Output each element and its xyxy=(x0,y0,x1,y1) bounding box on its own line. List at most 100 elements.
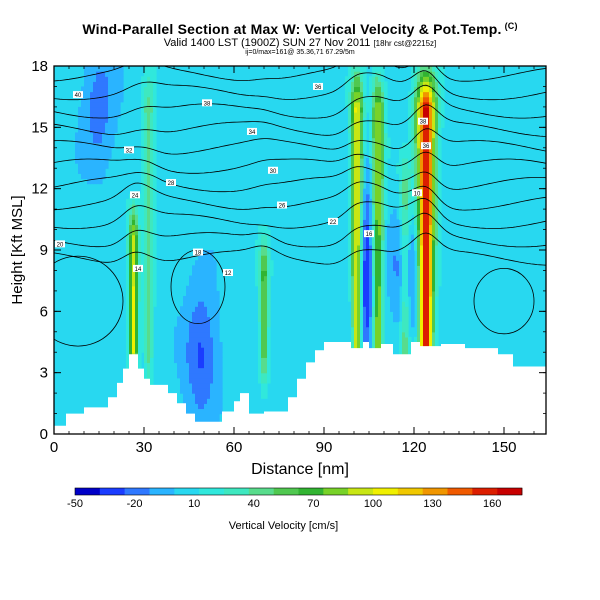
field-cell xyxy=(201,398,205,404)
field-cell xyxy=(399,163,403,169)
field-cell xyxy=(105,81,109,88)
field-cell xyxy=(213,388,217,394)
field-cell xyxy=(369,147,373,154)
field-cell xyxy=(405,219,409,226)
field-cell xyxy=(348,296,352,302)
field-cell xyxy=(348,112,352,118)
field-cell xyxy=(150,137,154,144)
field-cell xyxy=(366,224,370,231)
field-cell xyxy=(381,290,385,297)
field-cell xyxy=(387,265,391,272)
field-cell xyxy=(132,331,136,338)
field-cell xyxy=(417,76,421,82)
field-cell xyxy=(267,265,271,272)
field-cell xyxy=(438,280,442,287)
field-cell xyxy=(375,204,379,210)
field-cell xyxy=(357,183,361,190)
field-cell xyxy=(204,382,208,389)
field-cell xyxy=(180,331,184,338)
field-cell xyxy=(135,219,139,226)
field-cell xyxy=(348,117,352,123)
field-cell xyxy=(138,342,142,348)
field-cell xyxy=(384,127,388,134)
field-cell xyxy=(372,209,376,215)
field-cell xyxy=(177,357,181,364)
field-cell xyxy=(90,147,94,154)
field-cell xyxy=(150,290,154,297)
field-cell xyxy=(261,311,265,318)
field-cell xyxy=(129,296,133,302)
field-cell xyxy=(423,163,427,169)
isentrope-label-bg xyxy=(193,248,203,256)
field-cell xyxy=(153,152,157,159)
field-cell xyxy=(99,122,103,128)
field-cell xyxy=(84,66,88,72)
field-cell xyxy=(198,316,202,323)
field-cell xyxy=(360,86,364,93)
field-cell xyxy=(351,342,355,348)
field-cell xyxy=(384,106,388,113)
field-cell xyxy=(144,306,148,312)
field-cell xyxy=(108,81,112,88)
field-cell xyxy=(435,91,439,98)
field-cell xyxy=(435,158,439,164)
field-cell xyxy=(414,147,418,154)
field-cell xyxy=(420,219,424,226)
field-cell xyxy=(204,326,208,333)
field-cell xyxy=(357,239,361,246)
field-cell xyxy=(213,352,217,358)
field-cell xyxy=(423,71,427,77)
field-cell xyxy=(375,270,379,277)
field-cell xyxy=(213,408,217,415)
field-cell xyxy=(402,198,406,205)
field-cell xyxy=(420,158,424,164)
field-cell xyxy=(255,270,259,277)
field-cell xyxy=(366,321,370,328)
field-cell xyxy=(213,393,217,399)
field-cell xyxy=(435,86,439,93)
field-cell xyxy=(186,301,190,307)
field-cell xyxy=(405,285,409,292)
field-cell xyxy=(267,275,271,282)
field-cell xyxy=(360,316,364,323)
field-cell xyxy=(363,316,367,323)
field-cell xyxy=(396,224,400,231)
field-cell xyxy=(432,311,436,318)
field-cell xyxy=(435,270,439,277)
field-cell xyxy=(87,168,91,174)
x-tick-label: 30 xyxy=(136,439,153,456)
field-cell xyxy=(138,280,142,287)
field-cell xyxy=(357,91,361,98)
field-cell xyxy=(192,280,196,287)
field-cell xyxy=(207,290,211,297)
field-cell xyxy=(360,76,364,82)
field-cell xyxy=(369,296,373,302)
field-cell xyxy=(438,214,442,220)
colorbar-swatch xyxy=(497,488,523,495)
field-cell xyxy=(366,183,370,190)
field-cell xyxy=(219,342,223,348)
field-cell xyxy=(435,234,439,241)
field-cell xyxy=(378,71,382,77)
field-cell xyxy=(189,377,193,384)
field-cell xyxy=(84,158,88,164)
field-cell xyxy=(174,336,178,343)
field-cell xyxy=(114,122,118,128)
field-cell xyxy=(393,311,397,318)
field-cell xyxy=(195,357,199,364)
field-cell xyxy=(351,280,355,287)
field-cell xyxy=(267,296,271,302)
field-cell xyxy=(441,66,445,72)
field-cell xyxy=(423,127,427,134)
field-cell xyxy=(144,147,148,154)
field-cell xyxy=(144,326,148,333)
field-cell xyxy=(258,357,262,364)
field-cell xyxy=(396,244,400,251)
field-cell xyxy=(195,321,199,328)
field-cell xyxy=(375,137,379,144)
field-cell xyxy=(432,336,436,343)
field-cell xyxy=(141,112,145,118)
field-cell xyxy=(150,147,154,154)
field-cell xyxy=(438,127,442,134)
field-cell xyxy=(375,311,379,318)
